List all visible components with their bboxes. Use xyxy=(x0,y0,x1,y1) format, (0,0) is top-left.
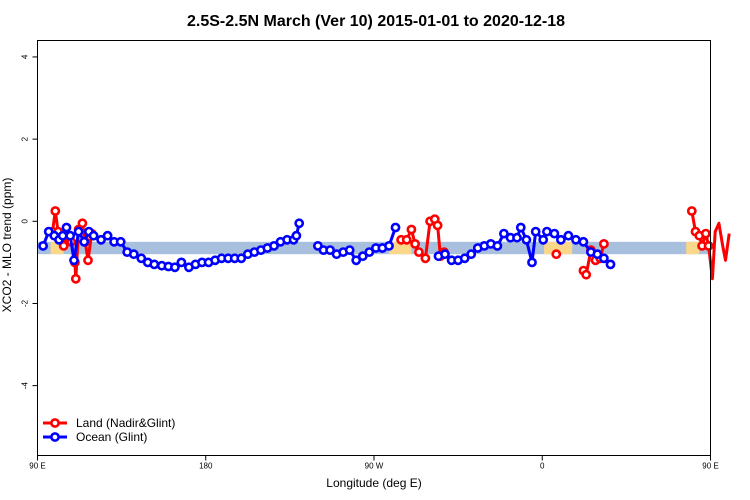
data-point xyxy=(401,234,412,245)
data-point xyxy=(291,230,302,241)
data-point xyxy=(521,234,532,245)
data-point xyxy=(556,234,566,245)
data-point xyxy=(58,240,69,251)
data-point xyxy=(294,218,305,229)
data-point xyxy=(102,230,113,241)
data-point xyxy=(406,224,417,235)
data-point xyxy=(77,218,88,229)
y-tick-label: -4 xyxy=(21,382,30,390)
data-point xyxy=(578,236,589,247)
y-axis: 4 2 0 -2 -4 xyxy=(21,54,38,389)
data-point xyxy=(515,222,526,233)
legend-marker xyxy=(50,432,60,442)
x-tick-label: 90 W xyxy=(365,462,384,471)
data-point xyxy=(466,249,477,260)
data-point xyxy=(420,253,431,264)
data-point xyxy=(492,240,503,251)
x-tick-label: 180 xyxy=(199,462,213,471)
data-point xyxy=(236,253,247,264)
band-1-segment-1 xyxy=(388,241,412,255)
x-tick-label: 0 xyxy=(540,462,545,471)
x-axis-label: Longitude (deg E) xyxy=(326,476,421,490)
legend: Land (Nadir&Glint)Ocean (Glint) xyxy=(43,416,175,444)
series-lines xyxy=(38,206,731,284)
data-point xyxy=(61,222,72,233)
data-point xyxy=(115,236,126,247)
data-point xyxy=(344,245,355,255)
data-point xyxy=(50,206,61,216)
data-point xyxy=(269,240,279,251)
x-tick-label: 90 E xyxy=(702,462,718,471)
data-point xyxy=(70,273,81,284)
data-point xyxy=(73,226,84,237)
data-point xyxy=(432,220,443,231)
data-point xyxy=(176,257,187,268)
data-point xyxy=(357,251,368,262)
data-point xyxy=(96,234,106,245)
data-point xyxy=(149,259,160,270)
series-1 xyxy=(38,218,616,273)
data-point xyxy=(169,262,180,273)
data-point xyxy=(384,240,394,251)
legend-label: Land (Nadir&Glint) xyxy=(76,416,175,430)
data-point xyxy=(549,228,560,239)
data-point xyxy=(530,226,541,237)
data-point xyxy=(413,247,424,257)
y-tick-label: -2 xyxy=(21,299,30,307)
data-point xyxy=(128,249,139,260)
data-point xyxy=(542,226,552,237)
x-tick-label: 90 E xyxy=(29,462,45,471)
legend-marker xyxy=(50,418,60,428)
data-point xyxy=(390,222,401,233)
data-point xyxy=(136,253,147,264)
y-tick-label: 0 xyxy=(21,219,30,224)
data-point xyxy=(325,245,335,255)
data-point xyxy=(57,230,68,241)
data-point xyxy=(605,259,616,270)
data-point xyxy=(498,228,509,239)
y-tick-label: 2 xyxy=(21,136,30,141)
data-point xyxy=(571,234,581,245)
data-point xyxy=(538,234,549,245)
legend-label: Ocean (Glint) xyxy=(76,430,147,444)
x-axis: 90 E 180 90 W 0 90 E xyxy=(29,455,719,471)
data-point xyxy=(512,232,522,243)
data-point xyxy=(65,230,76,241)
data-point xyxy=(88,230,99,241)
data-point xyxy=(364,247,375,257)
y-axis-label: XCO2 - MLO trend (ppm) xyxy=(0,178,14,313)
data-point xyxy=(581,269,592,280)
data-point xyxy=(410,238,420,249)
data-point xyxy=(599,238,609,249)
data-point xyxy=(69,255,79,266)
data-point xyxy=(83,255,93,266)
data-point xyxy=(551,249,562,260)
data-point xyxy=(592,249,603,260)
data-point xyxy=(459,253,470,264)
data-point xyxy=(686,206,697,216)
data-point xyxy=(38,240,48,251)
band-1-segment-3 xyxy=(686,241,700,255)
data-point xyxy=(703,240,714,251)
band-1-segment-2 xyxy=(544,241,573,255)
y-tick-label: 4 xyxy=(21,54,30,59)
data-point xyxy=(599,253,609,264)
data-point xyxy=(527,257,537,268)
data-point xyxy=(351,255,362,266)
data-point xyxy=(440,249,450,260)
data-point xyxy=(563,230,574,241)
chart-title: 2.5S-2.5N March (Ver 10) 2015-01-01 to 2… xyxy=(187,13,565,30)
data-point xyxy=(700,228,711,239)
data-point xyxy=(79,236,90,247)
